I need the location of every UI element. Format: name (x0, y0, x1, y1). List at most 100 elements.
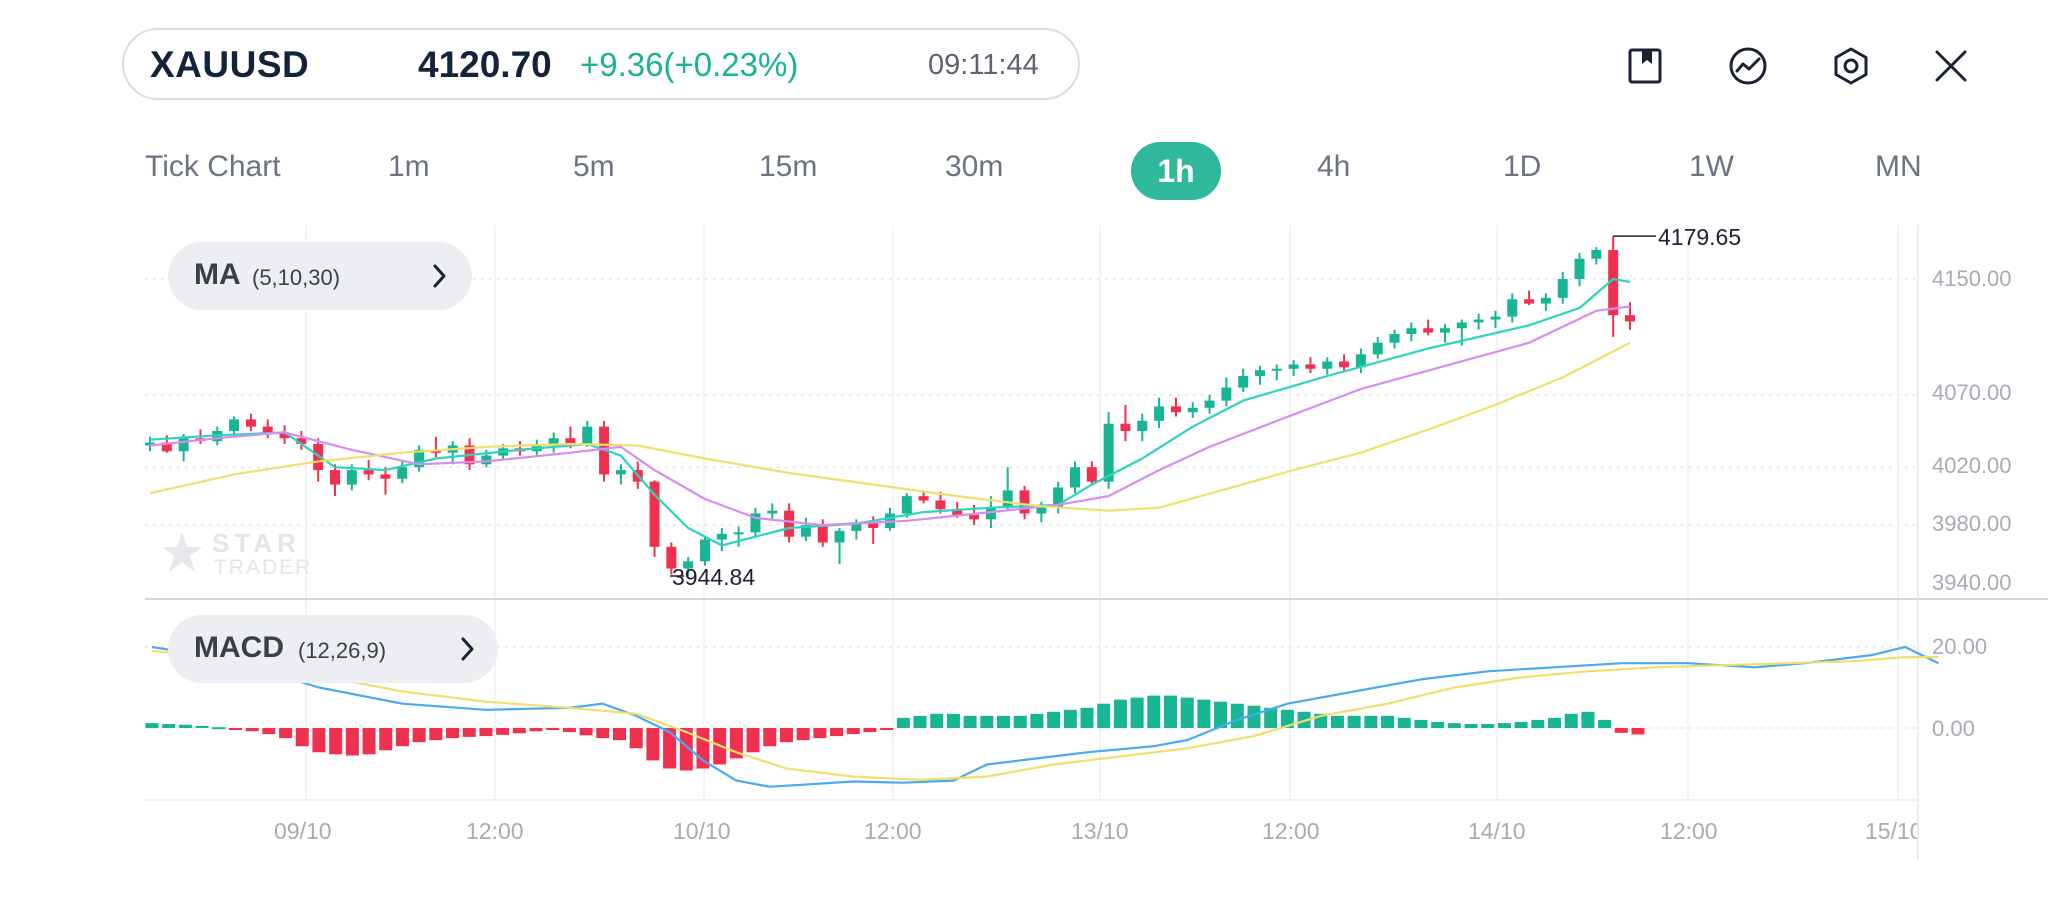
tab-30m[interactable]: 30m (945, 150, 1004, 183)
candle-body (330, 470, 340, 485)
candle-body (1490, 316, 1501, 320)
tab-5m[interactable]: 5m (573, 150, 615, 183)
macd-histogram-bar (1247, 705, 1261, 728)
candle-body (935, 500, 946, 510)
x-tick-label: 12:00 (1262, 818, 1320, 844)
macd-histogram-bar (295, 728, 309, 747)
macd-histogram-bar (596, 728, 610, 739)
macd-histogram-bar (813, 728, 827, 739)
macd-histogram-bar (1113, 699, 1127, 728)
macd-histogram-bar (1180, 697, 1194, 728)
macd-histogram-bar (1631, 728, 1645, 735)
tab-4h[interactable]: 4h (1317, 150, 1351, 183)
ma-params: (5,10,30) (252, 265, 341, 290)
macd-indicator-pill[interactable]: MACD (12,26,9) (168, 615, 498, 683)
tab-1w[interactable]: 1W (1689, 150, 1734, 183)
macd-params: (12,26,9) (298, 638, 387, 663)
macd-histogram-bar (1163, 695, 1177, 728)
macd-histogram-bar (479, 728, 493, 737)
candle-body (1507, 299, 1518, 317)
x-tick-label: 09/10 (274, 818, 332, 844)
candle-body (1574, 258, 1585, 279)
macd-histogram-bar (462, 728, 476, 737)
candle-body (683, 561, 694, 569)
candle-body (1019, 490, 1030, 514)
macd-histogram-bar (429, 728, 443, 741)
current-price: 4120.70 (418, 44, 552, 85)
watermark-line1: STAR (212, 528, 301, 558)
macd-histogram-bar (679, 728, 693, 771)
macd-histogram-bar (1548, 717, 1562, 728)
tab-tick-chart[interactable]: Tick Chart (145, 150, 281, 183)
candle-body (834, 530, 845, 543)
candle-body (1355, 354, 1366, 368)
settings-icon[interactable] (1826, 41, 1876, 91)
macd-histogram-bar (1414, 719, 1428, 728)
candle-body (767, 510, 778, 514)
macd-histogram-bar (1330, 715, 1344, 728)
macd-histogram-bar (1564, 713, 1578, 728)
macd-histogram-bar (930, 713, 944, 728)
x-tick-label: 13/10 (1071, 818, 1129, 844)
macd-histogram-bar (629, 728, 643, 749)
tab-1m[interactable]: 1m (388, 150, 430, 183)
ma-indicator-pill[interactable]: MA (5,10,30) (168, 242, 472, 310)
macd-histogram-bar (880, 728, 894, 731)
macd-histogram-bar (562, 728, 576, 733)
macd-histogram-bar (1381, 715, 1395, 728)
candle-body (1524, 299, 1535, 304)
x-tick-label: 14/10 (1468, 818, 1526, 844)
candle-body (985, 507, 996, 520)
macd-histogram-bar (1464, 723, 1478, 728)
candle-body (666, 546, 677, 569)
macd-histogram-bar (613, 728, 627, 741)
x-tick-label: 12:00 (1660, 818, 1718, 844)
tab-15m[interactable]: 15m (759, 150, 818, 183)
macd-histogram-bar (1598, 719, 1612, 728)
candle-body (700, 539, 710, 562)
macd-histogram-bar (1397, 717, 1411, 728)
macd-histogram-bar (1431, 721, 1445, 728)
macd-histogram-bar (1130, 697, 1144, 728)
symbol-name: XAUUSD (150, 44, 310, 85)
macd-histogram-bar (529, 728, 543, 732)
macd-histogram-bar (896, 717, 910, 728)
candle-body (1625, 315, 1635, 322)
ma-line-ma30 (149, 341, 1631, 512)
candle-body (1255, 370, 1265, 376)
candle-body (1221, 387, 1232, 401)
close-icon[interactable] (1926, 41, 1976, 91)
macd-histogram-bar (262, 728, 276, 735)
macd-histogram-bar (1514, 721, 1528, 728)
macd-histogram-bar (446, 728, 460, 739)
indicator-icon[interactable] (1723, 41, 1773, 91)
tab-1d[interactable]: 1D (1503, 150, 1542, 183)
macd-histogram-bar (846, 728, 860, 735)
candle-body (1036, 507, 1047, 514)
candle-body (1406, 328, 1417, 335)
macd-histogram-bar (395, 728, 409, 747)
watermark-line2: TRADER (214, 556, 313, 579)
bookmark-icon[interactable] (1620, 41, 1670, 91)
symbol-header: XAUUSD 4120.70 +9.36(+0.23%) 09:11:44 (122, 28, 1080, 100)
macd-histogram-bar (997, 715, 1011, 728)
macd-histogram-bar (1264, 707, 1278, 728)
macd-histogram-bar (913, 715, 927, 728)
price-change: +9.36(+0.23%) (580, 46, 799, 83)
candle-body (346, 470, 357, 485)
macd-histogram-bar (1581, 711, 1595, 728)
candle-body (1456, 322, 1467, 329)
x-tick-label: 10/10 (673, 818, 731, 844)
macd-histogram-bar (946, 713, 960, 728)
candle-body (414, 449, 425, 468)
tab-mn[interactable]: MN (1875, 150, 1922, 183)
macd-histogram-bar (1063, 709, 1077, 728)
candle-body (1002, 490, 1013, 508)
tab-1h[interactable]: 1h (1131, 142, 1221, 200)
chevron-right-icon (433, 264, 446, 288)
candle-body (1288, 364, 1299, 369)
macd-histogram-bar (1030, 713, 1044, 728)
candle-body (397, 467, 408, 479)
candle-body (161, 442, 172, 452)
